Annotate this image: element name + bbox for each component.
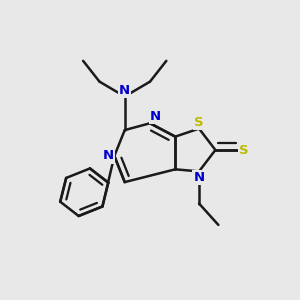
Text: S: S [239,143,249,157]
Text: S: S [194,116,204,129]
Text: N: N [194,171,205,184]
Text: N: N [119,83,130,97]
Text: N: N [150,110,161,123]
Text: N: N [103,149,114,162]
